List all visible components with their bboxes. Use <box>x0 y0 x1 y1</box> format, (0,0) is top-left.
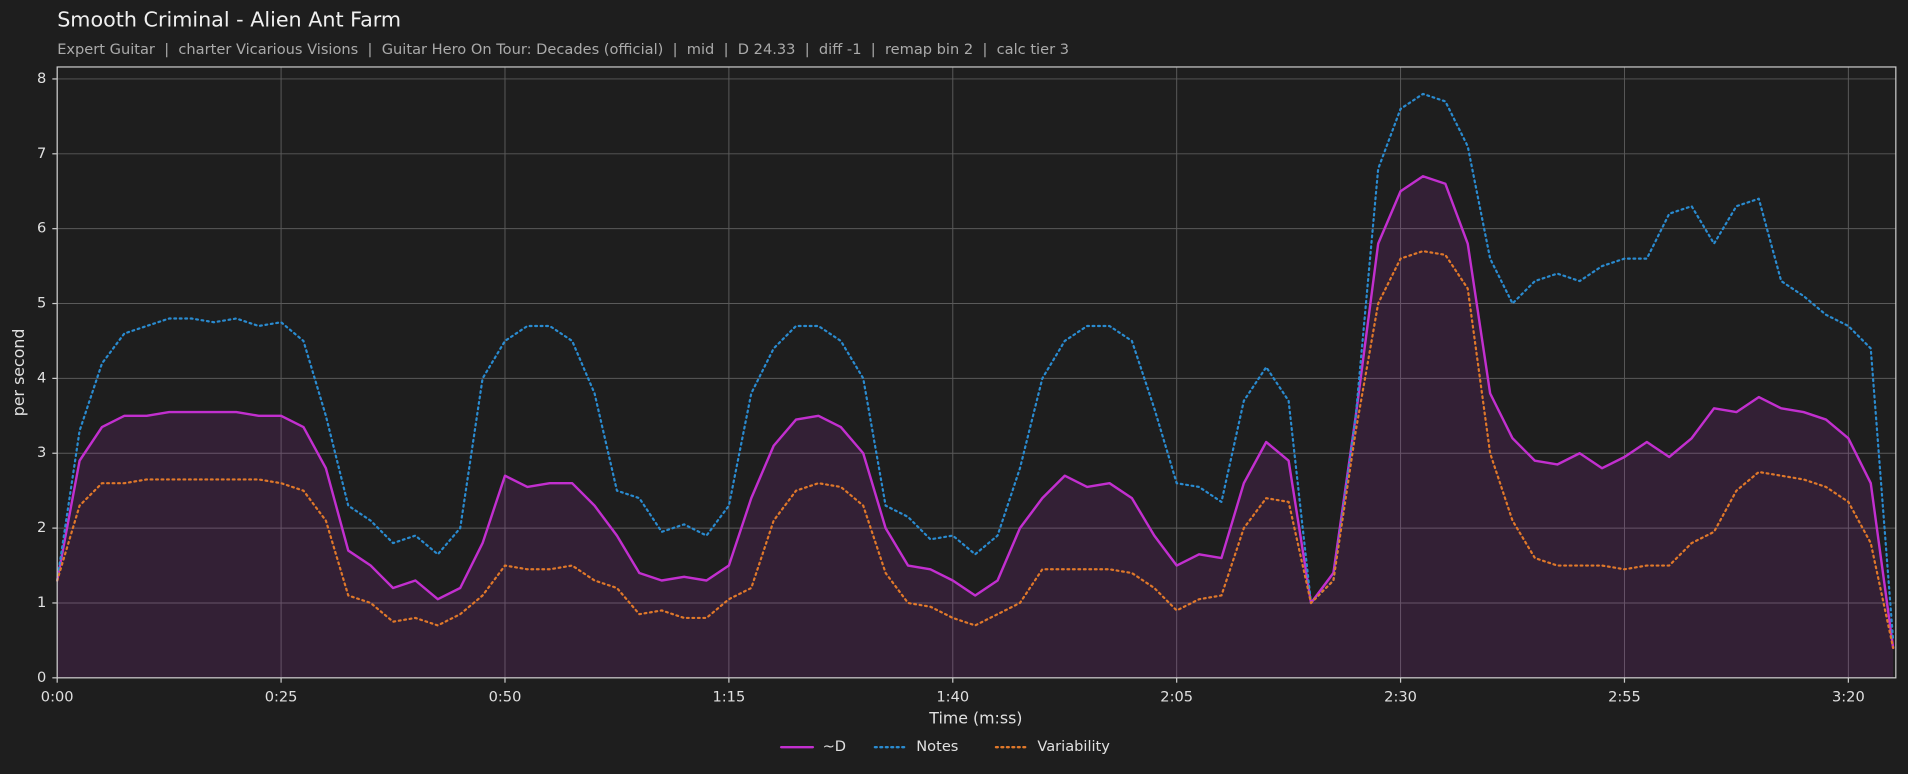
x-tick-label: 2:55 <box>1608 688 1641 705</box>
area-fill <box>57 176 1894 678</box>
y-tick-label: 0 <box>37 669 46 686</box>
chart-subtitle: Expert Guitar | charter Vicarious Vision… <box>57 41 1069 58</box>
x-tick-label: 1:15 <box>712 688 745 705</box>
y-tick-label: 4 <box>37 369 46 386</box>
x-tick-label: 1:40 <box>936 688 969 705</box>
y-tick-label: 7 <box>37 145 46 162</box>
x-tick-label: 0:50 <box>489 688 522 705</box>
x-axis-label: Time (m:ss) <box>928 709 1022 728</box>
y-tick-label: 1 <box>37 594 46 611</box>
series-line <box>56 92 1895 642</box>
legend-label: Variability <box>1037 738 1110 755</box>
x-tick-label: 0:00 <box>41 688 74 705</box>
x-tick-label: 3:20 <box>1832 688 1865 705</box>
x-tick-label: 2:05 <box>1160 688 1193 705</box>
y-tick-label: 3 <box>37 444 46 461</box>
chart-title: Smooth Criminal - Alien Ant Farm <box>57 8 401 32</box>
legend-label: Notes <box>916 738 958 755</box>
legend: ~D Notes Variability <box>779 738 1110 755</box>
series-line <box>56 250 1895 649</box>
x-tick-label: 0:25 <box>265 688 298 705</box>
x-tick-label: 2:30 <box>1384 688 1417 705</box>
legend-label: ~D <box>823 738 846 755</box>
y-tick-label: 6 <box>37 220 46 237</box>
y-tick-label: 5 <box>37 295 46 312</box>
plot-frame <box>56 66 1897 679</box>
series-line <box>55 175 1895 650</box>
y-axis-label: per second <box>9 329 28 417</box>
y-tick-label: 8 <box>37 70 46 87</box>
y-tick-label: 2 <box>37 519 46 536</box>
